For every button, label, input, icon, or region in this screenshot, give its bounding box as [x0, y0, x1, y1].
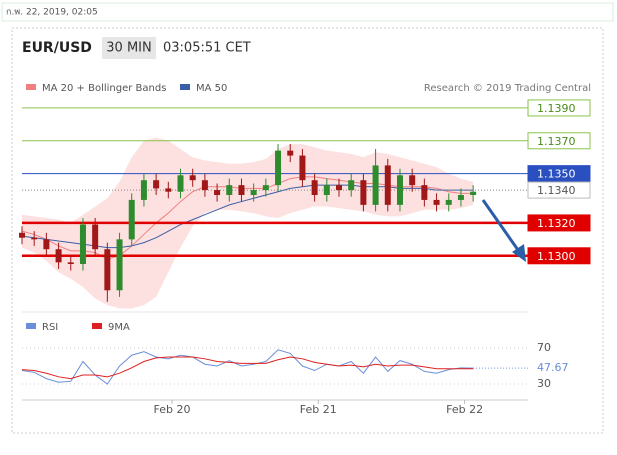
candle-body [165, 188, 172, 192]
candle-body [287, 150, 294, 156]
candle-body [189, 175, 196, 181]
x-tick-label: Feb 22 [446, 403, 483, 416]
candle-body [153, 180, 160, 189]
legend-label: MA 20 + Bollinger Bands [42, 83, 166, 94]
candle-body [323, 185, 330, 195]
rsi-last-label: 47.67 [537, 361, 569, 374]
candle-body [177, 175, 184, 192]
candle-body [67, 262, 74, 264]
candle-body [409, 175, 416, 186]
candle-body [384, 165, 391, 205]
candle-body [445, 199, 452, 205]
level-box [527, 214, 591, 232]
candle-body [43, 239, 50, 250]
bollinger-band [22, 137, 474, 309]
forecast-arrow [481, 199, 520, 251]
legend-label: RSI [42, 322, 58, 333]
candle-body [31, 237, 38, 240]
candle-body [457, 195, 464, 200]
forecast-arrowhead [512, 244, 526, 262]
candle-body [104, 249, 111, 291]
candle-body [396, 175, 403, 205]
candle-body [238, 185, 245, 195]
rsi-line [21, 349, 474, 385]
level-label: 1.1390 [537, 102, 576, 115]
candle-body [55, 249, 62, 263]
time: 03:05:51 CET [163, 41, 251, 56]
candle-body [372, 165, 379, 205]
timestamp: ก.พ. 22, 2019, 02:05 [6, 8, 98, 18]
candle-body [250, 190, 257, 195]
candle-body [214, 190, 221, 195]
x-tick-label: Feb 20 [153, 403, 190, 416]
candle-body [92, 224, 99, 250]
candle-body [421, 185, 428, 200]
legend-swatch [92, 323, 102, 329]
candle-body [79, 224, 86, 264]
candle-body [275, 150, 282, 186]
last-price-box [527, 181, 591, 199]
candle-body [262, 185, 269, 191]
rsi-line [21, 356, 474, 380]
interval: 30 MIN [106, 41, 151, 56]
legend-swatch [26, 323, 36, 329]
legend-swatch [26, 84, 36, 90]
level-label: 1.1300 [537, 250, 576, 263]
interval-box [102, 37, 156, 59]
legend-label: 9MA [108, 322, 130, 333]
candle-body [360, 180, 367, 205]
candle-body [311, 180, 318, 195]
candle-body [226, 185, 233, 195]
candle-body [116, 239, 123, 291]
candle-body [433, 199, 440, 205]
x-tick-label: Feb 21 [300, 403, 337, 416]
level-label: 1.1350 [537, 168, 576, 181]
candle-body [299, 155, 306, 181]
top-bar [1, 2, 614, 22]
candle-body [348, 180, 355, 191]
candle-body [336, 185, 343, 191]
level-box [527, 132, 591, 150]
symbol: EUR/USD [22, 40, 92, 56]
level-label: 1.1320 [537, 217, 576, 230]
candle-body [201, 180, 208, 191]
candle-body [19, 232, 25, 238]
level-label: 1.1370 [537, 135, 576, 148]
candle-body [140, 180, 147, 200]
credit: Research © 2019 Trading Central [424, 83, 591, 94]
candle-body [128, 199, 135, 240]
last-price-label: 1.1340 [537, 184, 576, 197]
legend-label: MA 50 [196, 83, 227, 94]
level-box [527, 247, 591, 265]
legend-swatch [180, 84, 190, 90]
rsi-tick-label: 30 [537, 377, 551, 390]
candle-body [470, 191, 477, 195]
level-box [527, 99, 591, 117]
rsi-tick-label: 70 [537, 341, 551, 354]
